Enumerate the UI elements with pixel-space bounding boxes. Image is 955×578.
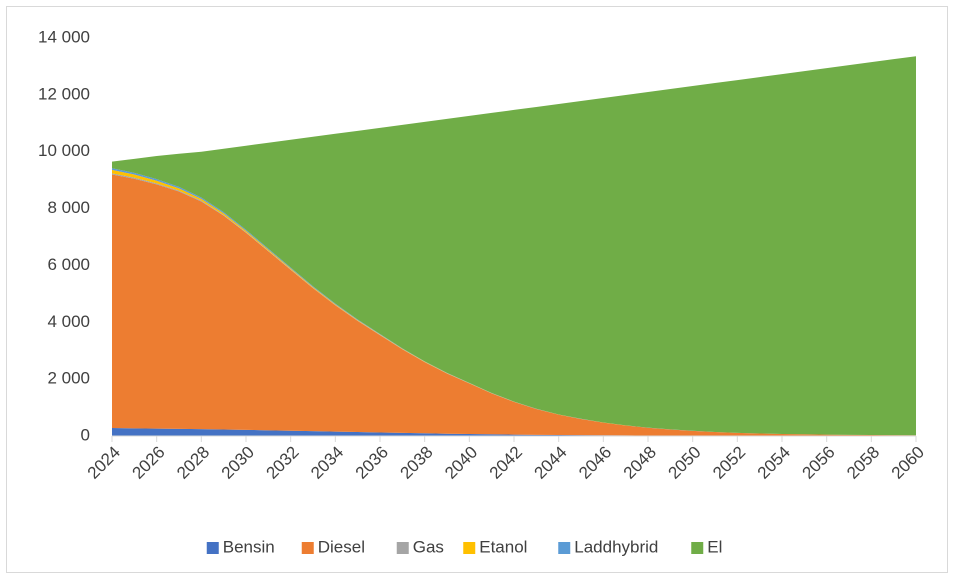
area [112,56,916,436]
legend-swatch [558,542,571,554]
area [112,174,916,436]
legend-swatch [463,542,476,554]
y-tick-label: 8 000 [47,198,90,217]
legend-label: Diesel [318,537,365,556]
y-tick-label: 2 000 [47,369,90,388]
y-tick-label: 12 000 [38,84,90,103]
legend-label: Gas [413,537,444,556]
y-tick-label: 0 [81,425,90,444]
y-tick-label: 4 000 [47,312,90,331]
legend-label: El [707,537,722,556]
legend-swatch [396,542,409,554]
y-tick-label: 6 000 [47,255,90,274]
legend-swatch [301,542,314,554]
y-tick-label: 14 000 [38,27,90,46]
legend-swatch [206,542,219,554]
legend-swatch [691,542,704,554]
area [112,169,916,436]
legend-label: Bensin [223,537,275,556]
y-tick-label: 10 000 [38,141,90,160]
legend-label: Laddhybrid [574,537,658,556]
area [112,428,916,436]
legend-label: Etanol [479,537,527,556]
